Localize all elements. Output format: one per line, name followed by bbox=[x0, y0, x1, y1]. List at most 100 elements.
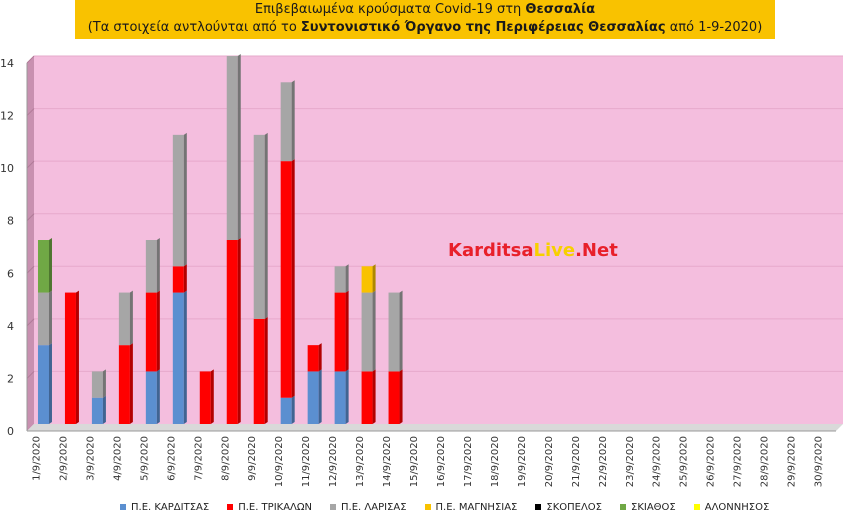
x-tick-label: 24/9/2020 bbox=[652, 436, 663, 487]
bar-segment bbox=[334, 292, 346, 372]
x-tick-label: 12/9/2020 bbox=[328, 436, 339, 487]
x-tick-label: 25/9/2020 bbox=[679, 436, 690, 487]
x-tick-label: 27/9/2020 bbox=[733, 436, 744, 487]
legend-label: ΣΚΟΠΕΛΟΣ bbox=[546, 501, 602, 513]
bar-segment-side bbox=[183, 132, 187, 267]
bar-segment-side bbox=[48, 238, 52, 293]
bar-segment bbox=[145, 240, 157, 293]
bar-segment-side bbox=[372, 369, 376, 424]
bar-segment-side bbox=[399, 369, 403, 424]
bar-segment-side bbox=[156, 290, 160, 372]
x-tick-label: 1/9/2020 bbox=[31, 436, 42, 481]
y-tick-label: 8 bbox=[7, 215, 14, 228]
bar-segment-side bbox=[237, 238, 241, 424]
bar-segment bbox=[334, 266, 346, 293]
chart-legend: Π.Ε. ΚΑΡΔΙΤΣΑΣ Π.Ε. ΤΡΙΚΑΛΩΝ Π.Ε. ΛΑΡΙΣΑΣ Π… bbox=[120, 497, 820, 517]
x-tick-label: 16/9/2020 bbox=[436, 436, 447, 487]
bar-segment-side bbox=[345, 369, 349, 424]
x-tick-label: 5/9/2020 bbox=[139, 436, 150, 481]
watermark-part1: Karditsa bbox=[448, 240, 534, 261]
legend-item: ΑΛΟΝΝΗΣΟΣ bbox=[693, 502, 769, 513]
legend-label: Π.Ε. ΜΑΓΝΗΣΙΑΣ bbox=[435, 501, 518, 513]
bar-segment-side bbox=[318, 343, 322, 372]
x-tick-label: 30/9/2020 bbox=[814, 436, 825, 487]
title-line2-bold: Συντονιστικό Όργανο της Περιφέρειας Θεσσ… bbox=[300, 20, 666, 35]
bar-segment bbox=[388, 292, 400, 372]
bar-segment bbox=[280, 82, 292, 162]
x-tick-label: 13/9/2020 bbox=[355, 436, 366, 487]
bar-segment bbox=[280, 161, 292, 398]
bar-segment bbox=[334, 371, 346, 424]
bar-segment-side bbox=[129, 290, 133, 346]
chart-title-box: Επιβεβαιωμένα κρούσματα Covid-19 στη Θεσ… bbox=[75, 0, 775, 39]
bar-segment bbox=[37, 292, 49, 346]
bar-segment-side bbox=[291, 159, 295, 398]
y-tick-label: 2 bbox=[7, 372, 14, 385]
gridline-side bbox=[26, 108, 35, 116]
bar-segment bbox=[91, 397, 103, 424]
x-tick-label: 23/9/2020 bbox=[625, 436, 636, 487]
x-tick-label: 11/9/2020 bbox=[301, 436, 312, 487]
bar-segment-side bbox=[102, 395, 106, 424]
x-tick-label: 7/9/2020 bbox=[193, 436, 204, 481]
bar-segment-side bbox=[372, 290, 376, 372]
bar-segment-side bbox=[156, 369, 160, 424]
bar-segment-side bbox=[237, 54, 241, 240]
legend-label: Π.Ε. ΛΑΡΙΣΑΣ bbox=[341, 501, 407, 513]
x-tick-label: 19/9/2020 bbox=[517, 436, 528, 487]
bar-segment-side bbox=[372, 264, 376, 293]
legend-item: Π.Ε. ΜΑΓΝΗΣΙΑΣ bbox=[424, 501, 518, 513]
legend-label: ΣΚΙΑΘΟΣ bbox=[631, 501, 676, 513]
bar-segment bbox=[253, 318, 265, 424]
watermark-part3: .Net bbox=[575, 240, 618, 261]
watermark-part2: Live bbox=[533, 240, 576, 261]
gridline-side bbox=[26, 55, 35, 64]
gridline-side bbox=[26, 160, 35, 169]
x-tick-label: 2/9/2020 bbox=[58, 436, 69, 481]
legend-label: Π.Ε. ΤΡΙΚΑΛΩΝ bbox=[238, 501, 313, 513]
bar-segment bbox=[253, 134, 265, 319]
bar-segment bbox=[388, 371, 400, 424]
title-line1-bold: Θεσσαλία bbox=[525, 2, 596, 17]
legend-swatch bbox=[424, 504, 431, 510]
bar-segment-side bbox=[183, 290, 187, 424]
x-tick-label: 15/9/2020 bbox=[409, 436, 420, 487]
title-line1-text: Επιβεβαιωμένα κρούσματα Covid-19 στη bbox=[254, 2, 526, 17]
x-tick-label: 20/9/2020 bbox=[544, 436, 555, 487]
legend-swatch bbox=[120, 504, 126, 510]
legend-label: Π.Ε. ΚΑΡΔΙΤΣΑΣ bbox=[131, 501, 210, 513]
y-tick-label: 0 bbox=[7, 425, 14, 438]
y-tick-label: 4 bbox=[7, 320, 14, 333]
bar-segment-side bbox=[291, 395, 295, 424]
gridline-side bbox=[26, 265, 35, 274]
bar-segment-side bbox=[291, 80, 295, 162]
bar-segment bbox=[145, 371, 157, 424]
bar-segment bbox=[172, 134, 184, 267]
bar-segment-side bbox=[264, 316, 268, 424]
y-tick-label: 10 bbox=[0, 162, 14, 175]
watermark-brand: KarditsaLive.Net bbox=[448, 240, 618, 261]
x-tick-label: 6/9/2020 bbox=[166, 436, 177, 481]
bar-segment bbox=[226, 56, 238, 240]
bar-segment bbox=[91, 371, 103, 398]
bar-segment bbox=[361, 266, 373, 293]
title-line2-suffix: από 1-9-2020) bbox=[665, 20, 763, 35]
bar-segment bbox=[118, 292, 130, 346]
bar-segment bbox=[280, 397, 292, 424]
bar-segment bbox=[361, 371, 373, 424]
bar-segment-side bbox=[318, 369, 322, 424]
legend-swatch bbox=[330, 504, 337, 510]
x-tick-label: 9/9/2020 bbox=[247, 436, 258, 481]
legend-swatch bbox=[535, 504, 542, 510]
x-tick-label: 4/9/2020 bbox=[112, 436, 123, 481]
bar-segment-side bbox=[75, 290, 79, 424]
x-tick-label: 14/9/2020 bbox=[382, 436, 393, 487]
legend-swatch bbox=[227, 504, 234, 510]
bar-segment bbox=[172, 266, 184, 293]
bar-segment-side bbox=[129, 343, 133, 424]
bar-segment bbox=[307, 345, 319, 372]
bar-segment bbox=[226, 240, 238, 424]
x-tick-label: 10/9/2020 bbox=[274, 436, 285, 487]
legend-item: Π.Ε. ΚΑΡΔΙΤΣΑΣ bbox=[120, 502, 209, 513]
